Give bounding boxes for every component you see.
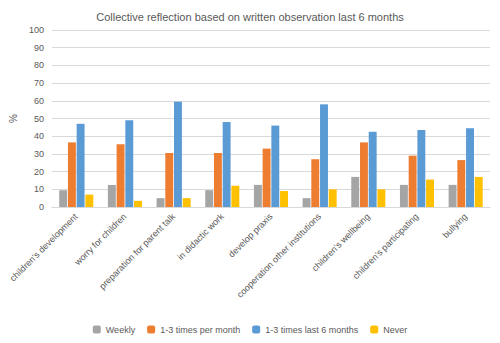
svg-text:develop praxis: develop praxis [226, 211, 274, 259]
svg-text:60: 60 [34, 96, 44, 106]
svg-text:Collective reflection based on: Collective reflection based on written o… [96, 11, 404, 23]
svg-text:0: 0 [39, 202, 44, 212]
svg-text:Weekly: Weekly [106, 325, 136, 335]
svg-text:10: 10 [34, 184, 44, 194]
svg-text:90: 90 [34, 43, 44, 53]
svg-text:in didactic work: in didactic work [175, 211, 226, 262]
svg-text:bullying: bullying [441, 211, 470, 240]
svg-text:children's wellbeing: children's wellbeing [309, 211, 372, 274]
svg-text:cooperation other institutions: cooperation other institutions [235, 211, 324, 300]
svg-text:30: 30 [34, 149, 44, 159]
svg-text:20: 20 [34, 167, 44, 177]
svg-text:children's development: children's development [8, 211, 80, 283]
svg-text:children's participating: children's participating [351, 211, 421, 281]
svg-text:50: 50 [34, 114, 44, 124]
svg-text:Never: Never [383, 325, 407, 335]
svg-text:100: 100 [29, 25, 44, 35]
svg-text:%: % [8, 114, 19, 123]
svg-text:70: 70 [34, 78, 44, 88]
svg-text:80: 80 [34, 60, 44, 70]
svg-text:40: 40 [34, 131, 44, 141]
svg-text:preparation for parent talk: preparation for parent talk [97, 211, 177, 291]
svg-text:1-3 times per month: 1-3 times per month [160, 325, 240, 335]
svg-text:1-3 times last 6 months: 1-3 times last 6 months [265, 325, 359, 335]
svg-text:worry for children: worry for children [72, 211, 129, 268]
